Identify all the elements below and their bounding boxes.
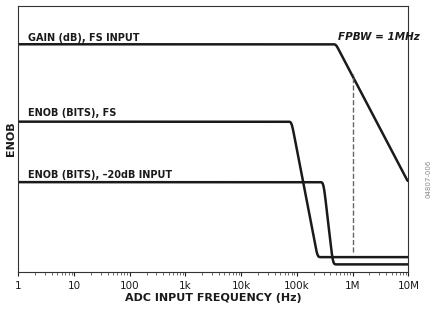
Text: ENOB (BITS), –20dB INPUT: ENOB (BITS), –20dB INPUT	[28, 170, 172, 180]
Text: FPBW = 1MHz: FPBW = 1MHz	[337, 32, 419, 42]
Text: GAIN (dB), FS INPUT: GAIN (dB), FS INPUT	[28, 33, 139, 43]
Y-axis label: ENOB: ENOB	[6, 121, 16, 156]
Text: ENOB (BITS), FS: ENOB (BITS), FS	[28, 108, 116, 118]
X-axis label: ADC INPUT FREQUENCY (Hz): ADC INPUT FREQUENCY (Hz)	[125, 294, 301, 303]
Text: 04807-006: 04807-006	[425, 160, 431, 198]
